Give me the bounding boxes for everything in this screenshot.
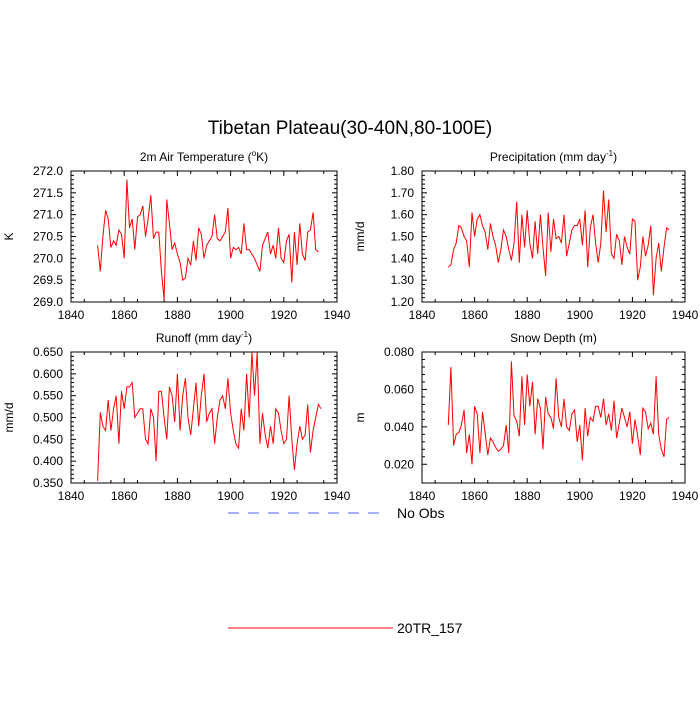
temperature-ytick-label: 269.5 bbox=[33, 273, 63, 287]
precipitation-panel-title-end: ) bbox=[613, 150, 617, 164]
runoff-panel-title-main: Runoff (mm day bbox=[156, 331, 241, 345]
precipitation-ylabel: mm/d bbox=[353, 222, 367, 252]
legend-model-label: 20TR_157 bbox=[397, 620, 463, 636]
temperature-panel-title-end: K) bbox=[256, 150, 268, 164]
temperature-xtick-label: 1940 bbox=[324, 308, 351, 322]
legend-no-obs-label: No Obs bbox=[397, 505, 444, 521]
runoff-xtick-label: 1940 bbox=[324, 489, 351, 503]
precipitation-xtick-label: 1880 bbox=[514, 308, 541, 322]
snow-depth-xtick-label: 1920 bbox=[619, 489, 646, 503]
precipitation-ytick-label: 1.20 bbox=[391, 295, 415, 309]
snow-depth-xtick-label: 1860 bbox=[461, 489, 488, 503]
temperature-xtick-label: 1840 bbox=[58, 308, 85, 322]
precipitation-xtick-label: 1860 bbox=[461, 308, 488, 322]
snow-depth-ytick-label: 0.080 bbox=[384, 345, 414, 359]
snow-depth-panel-title-main: Snow Depth (m) bbox=[510, 331, 597, 345]
temperature-xtick-label: 1920 bbox=[270, 308, 297, 322]
panel-temperature: 269.0 269.5 270.0 270.5 271.0 271.5 272.0 1840 1… bbox=[2, 149, 351, 322]
snow-depth-ylabel: m bbox=[353, 413, 367, 423]
runoff-xtick-label: 1900 bbox=[217, 489, 244, 503]
temperature-xtick-label: 1900 bbox=[217, 308, 244, 322]
precipitation-panel-title: Precipitation (mm day-1) bbox=[490, 149, 617, 164]
runoff-xtick-label: 1880 bbox=[164, 489, 191, 503]
panel-precipitation: 1.20 1.30 1.40 1.50 1.60 1.70 1.80 1840 1860 1880… bbox=[353, 149, 699, 322]
snow-depth-xtick-label: 1940 bbox=[672, 489, 699, 503]
temperature-ytick-label: 269.0 bbox=[33, 295, 63, 309]
snow-depth-xtick-label: 1880 bbox=[514, 489, 541, 503]
temperature-series-line bbox=[97, 179, 319, 300]
temperature-ytick-label: 271.5 bbox=[33, 186, 63, 200]
precipitation-xtick-label: 1940 bbox=[672, 308, 699, 322]
temperature-panel-title-main: 2m Air Temperature ( bbox=[140, 150, 252, 164]
precipitation-ytick-label: 1.80 bbox=[391, 164, 415, 178]
snow-depth-ytick-label: 0.060 bbox=[384, 382, 414, 396]
temperature-ytick-label: 270.5 bbox=[33, 230, 63, 244]
runoff-panel-title-end: ) bbox=[248, 331, 252, 345]
precipitation-panel-title-sup: -1 bbox=[606, 149, 614, 158]
runoff-ytick-label: 0.400 bbox=[33, 454, 63, 468]
runoff-ytick-label: 0.550 bbox=[33, 389, 63, 403]
runoff-ytick-label: 0.350 bbox=[33, 476, 63, 490]
runoff-xtick-label: 1840 bbox=[58, 489, 85, 503]
snow-depth-plot-frame bbox=[421, 351, 686, 484]
temperature-plot-frame bbox=[70, 170, 338, 303]
panel-snow-depth: 0.020 0.040 0.060 0.080 1840 1860 1880 1900 1920… bbox=[353, 331, 699, 503]
legend: No Obs 20TR_157 bbox=[228, 505, 463, 636]
panel-runoff: 0.350 0.400 0.450 0.500 0.550 0.600 0.650 1840 1… bbox=[2, 330, 351, 503]
snow-depth-ytick-label: 0.020 bbox=[384, 457, 414, 471]
temperature-xtick-label: 1860 bbox=[111, 308, 138, 322]
runoff-ytick-label: 0.500 bbox=[33, 411, 63, 425]
precipitation-ytick-label: 1.50 bbox=[391, 230, 415, 244]
figure-title: Tibetan Plateau(30-40N,80-100E) bbox=[208, 118, 492, 139]
snow-depth-series-line bbox=[447, 361, 670, 465]
runoff-ytick-label: 0.600 bbox=[33, 367, 63, 381]
runoff-xtick-label: 1860 bbox=[111, 489, 138, 503]
temperature-panel-title: 2m Air Temperature (oK) bbox=[140, 149, 268, 164]
temperature-ytick-label: 272.0 bbox=[33, 164, 63, 178]
snow-depth-panel-title: Snow Depth (m) bbox=[510, 331, 597, 345]
runoff-series-line bbox=[97, 352, 322, 481]
snow-depth-xtick-label: 1900 bbox=[566, 489, 593, 503]
precipitation-ytick-label: 1.30 bbox=[391, 273, 415, 287]
precipitation-ytick-label: 1.40 bbox=[391, 251, 415, 265]
precipitation-xtick-label: 1920 bbox=[619, 308, 646, 322]
runoff-ytick-label: 0.650 bbox=[33, 345, 63, 359]
temperature-xtick-label: 1880 bbox=[164, 308, 191, 322]
snow-depth-xtick-label: 1840 bbox=[409, 489, 436, 503]
precipitation-ytick-label: 1.70 bbox=[391, 186, 415, 200]
runoff-panel-title: Runoff (mm day-1) bbox=[156, 330, 252, 345]
temperature-panel-title-sup: o bbox=[252, 149, 257, 158]
precipitation-xtick-label: 1840 bbox=[409, 308, 436, 322]
precipitation-panel-title-main: Precipitation (mm day bbox=[490, 150, 606, 164]
temperature-ylabel: K bbox=[2, 232, 16, 240]
runoff-ylabel: mm/d bbox=[2, 403, 16, 433]
precipitation-plot-frame bbox=[421, 170, 686, 303]
runoff-xtick-label: 1920 bbox=[270, 489, 297, 503]
precipitation-xtick-label: 1900 bbox=[566, 308, 593, 322]
runoff-panel-title-sup: -1 bbox=[241, 330, 249, 339]
runoff-ytick-label: 0.450 bbox=[33, 432, 63, 446]
precipitation-series-line bbox=[447, 190, 670, 296]
temperature-ytick-label: 270.0 bbox=[33, 251, 63, 265]
runoff-plot-frame bbox=[70, 351, 338, 484]
temperature-ytick-label: 271.0 bbox=[33, 208, 63, 222]
precipitation-ytick-label: 1.60 bbox=[391, 208, 415, 222]
snow-depth-ytick-label: 0.040 bbox=[384, 420, 414, 434]
